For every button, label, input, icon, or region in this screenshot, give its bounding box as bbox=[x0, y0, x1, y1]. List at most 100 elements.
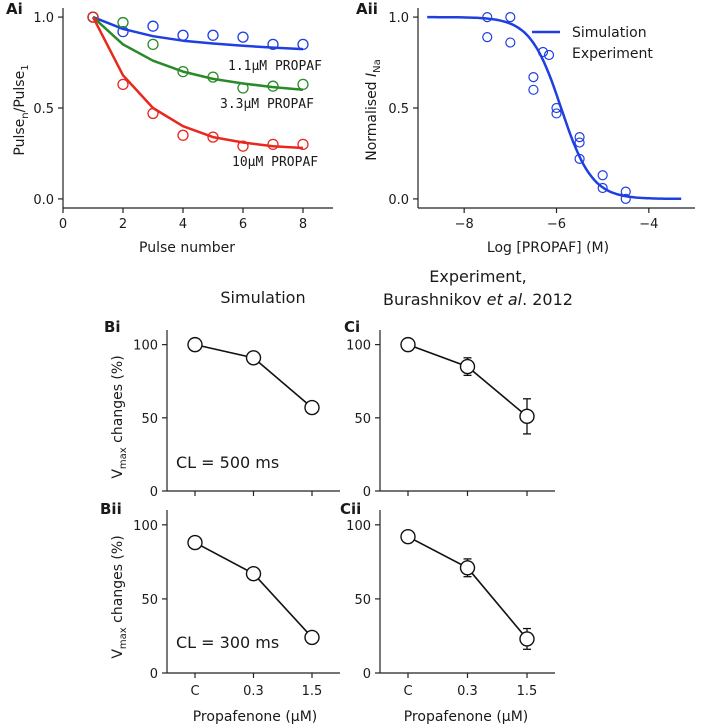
cii-x-tick-label: 0.3 bbox=[457, 684, 478, 699]
ai-data-point bbox=[237, 140, 249, 152]
panel-aii: Aii −8 −6 −4 0.0 0.5 1.0 Log [PROPAF] (M) Nor… bbox=[356, 0, 695, 256]
panel-label-bi: Bi bbox=[104, 318, 121, 336]
ai-axes: 0 2 4 6 8 0.0 0.5 1.0 bbox=[33, 8, 333, 232]
bii-y-tick-label: 100 bbox=[133, 519, 158, 534]
ai-data-point bbox=[177, 65, 189, 78]
ai-data-point bbox=[177, 29, 189, 41]
b-x-axis-label: Propafenone (μM) bbox=[193, 709, 318, 725]
ai-data-point bbox=[267, 138, 279, 151]
panel-cii: Cii 0 50 100 C 0.3 1.5 bbox=[340, 500, 555, 699]
ai-data-point bbox=[237, 31, 249, 43]
ai-data-point bbox=[207, 131, 219, 143]
bii-y-tick-label: 0 bbox=[150, 667, 158, 682]
ai-y-axis-label: Pulsen/Pulse1 bbox=[12, 64, 31, 155]
cii-y-tick-label: 50 bbox=[354, 593, 371, 608]
aii-experiment-point bbox=[620, 186, 631, 197]
aii-experiment-point bbox=[528, 71, 539, 83]
bi-y-tick-label: 0 bbox=[150, 485, 158, 500]
aii-x-tick-label: −8 bbox=[455, 217, 474, 232]
ci-data-point bbox=[459, 358, 476, 375]
ai-data-point bbox=[267, 38, 279, 51]
bi-y-axis-label: Vmax changes (%) bbox=[110, 355, 129, 478]
ai-data-point bbox=[267, 80, 279, 92]
ai-x-tick-label: 8 bbox=[299, 217, 307, 232]
aii-experiment-point bbox=[574, 131, 585, 143]
panel-label-ci: Ci bbox=[344, 318, 360, 336]
simulation-header: Simulation bbox=[220, 288, 305, 307]
aii-simulation-curve bbox=[427, 15, 682, 201]
ci-y-tick-label: 100 bbox=[346, 339, 371, 354]
panel-label-aii: Aii bbox=[356, 0, 378, 18]
ai-label-10um: 10μM PROPAF bbox=[232, 155, 318, 170]
ai-x-tick-label: 2 bbox=[119, 217, 127, 232]
ci-axes: 0 50 100 bbox=[346, 330, 555, 500]
aii-experiment-point bbox=[505, 11, 516, 23]
ci-y-tick-label: 50 bbox=[354, 412, 371, 427]
ai-x-tick-label: 6 bbox=[239, 217, 247, 232]
ai-y-tick-label: 0.5 bbox=[33, 102, 54, 117]
bii-axes: 0 50 100 C 0.3 1.5 bbox=[133, 510, 340, 699]
cii-data-point bbox=[459, 560, 476, 576]
legend-experiment-label: Experiment bbox=[572, 46, 653, 62]
ai-data-point bbox=[117, 16, 129, 29]
ai-label-3-3um: 3.3μM PROPAF bbox=[220, 97, 314, 112]
cii-x-tick-label: C bbox=[403, 684, 412, 699]
bi-axes: 0 50 100 bbox=[133, 330, 340, 500]
c-x-axis-label: Propafenone (μM) bbox=[404, 709, 529, 725]
bii-x-tick-label: 0.3 bbox=[243, 684, 264, 699]
ai-data-point bbox=[207, 29, 219, 41]
experiment-header-line2: Burashnikov et al. 2012 bbox=[383, 290, 573, 309]
bii-data-point bbox=[187, 534, 203, 551]
cii-y-tick-label: 0 bbox=[363, 667, 371, 682]
bi-cycle-length: CL = 500 ms bbox=[176, 453, 279, 472]
ai-data-point bbox=[237, 82, 249, 94]
aii-x-axis-label: Log [PROPAF] (M) bbox=[487, 240, 609, 256]
ai-x-axis-label: Pulse number bbox=[139, 240, 235, 256]
panel-bi: Bi 0 50 100 CL = 500 ms bbox=[104, 318, 340, 500]
ai-data bbox=[87, 11, 309, 152]
ai-data-point bbox=[147, 107, 159, 120]
ai-data-point bbox=[297, 38, 309, 51]
aii-y-axis-label: Normalised INa bbox=[364, 59, 383, 161]
ai-label-1-1um: 1.1μM PROPAF bbox=[228, 59, 322, 74]
legend-simulation-label: Simulation bbox=[572, 25, 647, 41]
bi-data-point bbox=[187, 336, 203, 353]
ci-y-tick-label: 0 bbox=[363, 485, 371, 500]
cii-line bbox=[407, 535, 528, 640]
aii-axes: −8 −6 −4 0.0 0.5 1.0 bbox=[388, 8, 695, 232]
cii-axes: 0 50 100 C 0.3 1.5 bbox=[346, 510, 555, 699]
ai-y-tick-label: 0.0 bbox=[33, 193, 54, 208]
aii-experiment-point bbox=[597, 182, 608, 194]
aii-data bbox=[427, 11, 682, 205]
ai-data-point bbox=[207, 71, 219, 83]
ai-x-tick-label: 4 bbox=[179, 217, 187, 232]
aii-experiment-point bbox=[574, 153, 585, 165]
bii-cycle-length: CL = 300 ms bbox=[176, 633, 279, 652]
bi-data-point bbox=[245, 350, 262, 366]
panel-ai: Ai 0 2 4 6 8 0.0 0.5 1.0 Pulse number Pulsen/Pu… bbox=[6, 0, 333, 256]
ci-line bbox=[407, 343, 528, 418]
panel-label-bii: Bii bbox=[100, 500, 122, 518]
ai-data-point bbox=[297, 138, 309, 151]
ai-data-point bbox=[117, 78, 129, 91]
cii-data bbox=[400, 528, 535, 650]
ci-data bbox=[400, 336, 535, 435]
experiment-header-line1: Experiment, bbox=[429, 267, 527, 286]
cii-data-point bbox=[400, 528, 416, 545]
aii-legend: Simulation Experiment bbox=[532, 25, 653, 62]
aii-y-tick-label: 0.0 bbox=[388, 193, 409, 208]
panel-ci: Ci 0 50 100 bbox=[344, 318, 555, 500]
aii-x-tick-label: −4 bbox=[639, 217, 658, 232]
aii-experiment-point bbox=[505, 37, 516, 48]
cii-data-point bbox=[519, 631, 535, 647]
ai-data-point bbox=[147, 20, 159, 32]
ai-data-point bbox=[297, 78, 309, 91]
aii-experiment-point bbox=[482, 31, 493, 43]
aii-experiment-point bbox=[574, 137, 585, 148]
bi-y-tick-label: 50 bbox=[141, 412, 158, 427]
legend-experiment-marker bbox=[543, 49, 555, 61]
aii-y-tick-label: 0.5 bbox=[388, 102, 409, 117]
aii-experiment-point bbox=[551, 102, 562, 114]
bi-data-point bbox=[304, 399, 320, 416]
